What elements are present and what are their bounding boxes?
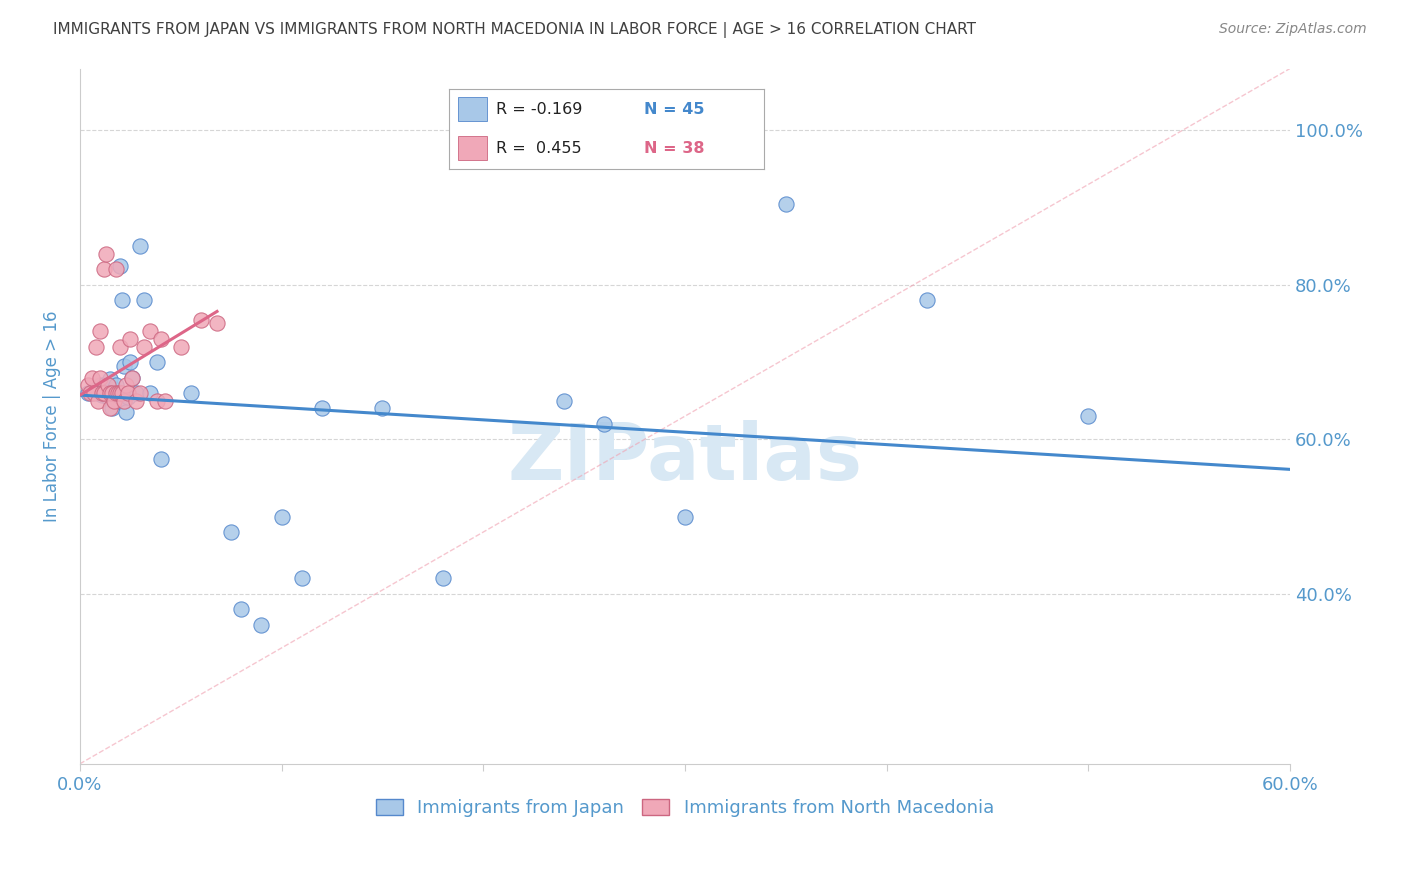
Point: [1077, 409, 1099, 424]
Point: [593, 417, 616, 431]
Text: Source: ZipAtlas.com: Source: ZipAtlas.com: [1219, 22, 1367, 37]
Point: [121, 370, 143, 384]
Point: [134, 293, 156, 308]
Point: [79, 386, 101, 401]
Point: [108, 393, 131, 408]
Point: [105, 387, 128, 401]
Point: [180, 386, 202, 401]
Y-axis label: In Labor Force | Age > 16: In Labor Force | Age > 16: [44, 310, 60, 522]
Point: [89, 378, 111, 392]
Point: [80, 370, 103, 384]
Point: [153, 393, 176, 408]
Point: [89, 324, 111, 338]
Point: [120, 332, 142, 346]
Point: [231, 602, 253, 616]
Point: [117, 390, 139, 404]
Point: [84, 382, 107, 396]
Point: [83, 386, 105, 401]
Point: [84, 340, 107, 354]
Point: [291, 571, 314, 585]
Point: [371, 401, 394, 416]
Point: [149, 451, 172, 466]
Point: [93, 378, 115, 392]
Point: [149, 332, 172, 346]
Point: [432, 571, 454, 585]
Point: [93, 386, 115, 401]
Point: [101, 401, 124, 416]
Point: [108, 386, 131, 401]
Point: [87, 386, 110, 401]
Point: [129, 386, 152, 401]
Point: [89, 370, 111, 384]
Point: [107, 393, 129, 408]
Point: [553, 393, 575, 408]
Point: [87, 393, 110, 408]
Point: [139, 324, 162, 338]
Point: [125, 386, 148, 401]
Point: [129, 239, 152, 253]
Point: [91, 386, 114, 401]
Point: [107, 386, 129, 401]
Point: [311, 401, 333, 416]
Point: [145, 355, 167, 369]
Point: [112, 359, 135, 373]
Point: [98, 386, 121, 401]
Point: [673, 509, 696, 524]
Point: [111, 293, 134, 308]
Point: [80, 386, 103, 401]
Point: [108, 259, 131, 273]
Point: [115, 378, 138, 392]
Point: [98, 401, 121, 416]
Text: ZIPatlas: ZIPatlas: [508, 420, 862, 496]
Legend: Immigrants from Japan, Immigrants from North Macedonia: Immigrants from Japan, Immigrants from N…: [368, 791, 1001, 824]
Point: [134, 340, 156, 354]
Point: [97, 390, 120, 404]
Point: [125, 393, 148, 408]
Point: [170, 340, 193, 354]
Point: [250, 617, 273, 632]
Point: [91, 387, 114, 401]
Point: [105, 262, 128, 277]
Point: [98, 372, 121, 386]
Point: [270, 509, 292, 524]
Point: [775, 196, 797, 211]
Point: [94, 247, 117, 261]
Point: [115, 405, 138, 419]
Point: [101, 386, 124, 401]
Point: [103, 382, 125, 396]
Point: [915, 293, 938, 308]
Text: IMMIGRANTS FROM JAPAN VS IMMIGRANTS FROM NORTH MACEDONIA IN LABOR FORCE | AGE > : IMMIGRANTS FROM JAPAN VS IMMIGRANTS FROM…: [53, 22, 976, 38]
Point: [103, 393, 125, 408]
Point: [121, 370, 143, 384]
Point: [219, 524, 242, 539]
Point: [94, 387, 117, 401]
Point: [77, 386, 100, 401]
Point: [112, 393, 135, 408]
Point: [205, 317, 228, 331]
Point: [139, 386, 162, 401]
Point: [120, 355, 142, 369]
Point: [145, 393, 167, 408]
Point: [190, 312, 212, 326]
Point: [105, 386, 128, 401]
Point: [111, 386, 134, 401]
Point: [105, 378, 128, 392]
Point: [97, 378, 120, 392]
Point: [112, 393, 135, 408]
Point: [108, 340, 131, 354]
Point: [77, 378, 100, 392]
Point: [117, 386, 139, 401]
Point: [93, 262, 115, 277]
